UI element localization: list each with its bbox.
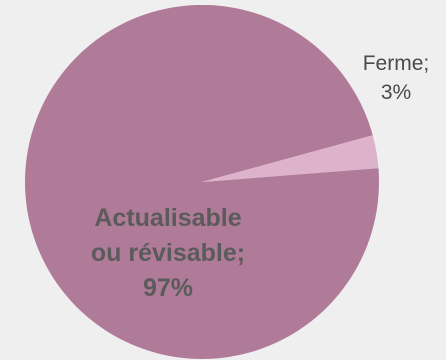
slice-label-0-line-1: ou révisable; (91, 239, 245, 267)
slice-label-1-line-0: Ferme; (363, 52, 430, 75)
pie-slice-0 (24, 4, 379, 359)
slice-label-1-line-1: 3% (381, 81, 411, 104)
pie-slice-1 (202, 135, 379, 182)
slice-label-1: Ferme; 3% (363, 52, 430, 104)
slice-label-0: Actualisable ou révisable; 97% (91, 204, 245, 302)
slice-label-0-line-2: 97% (143, 274, 193, 302)
slice-label-0-line-0: Actualisable (94, 204, 241, 232)
